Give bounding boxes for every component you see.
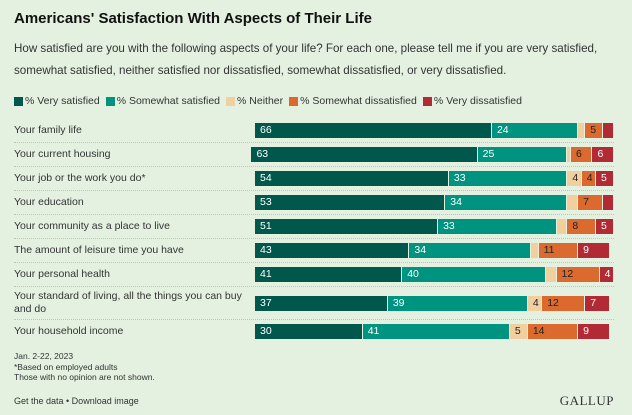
chart-title: Americans' Satisfaction With Aspects of …	[14, 10, 372, 27]
footnote-employed: *Based on employed adults	[14, 361, 118, 372]
legend-item: % Very satisfied	[14, 95, 100, 107]
bar-segment: 5	[585, 123, 604, 138]
chart-subtitle: How satisfied are you with the following…	[14, 42, 598, 77]
bar-segment: 33	[438, 219, 557, 234]
legend-label: % Very dissatisfied	[433, 95, 522, 107]
bar-segment: 4	[581, 171, 597, 186]
legend-label: % Neither	[237, 95, 284, 107]
bar-segment: 14	[527, 324, 579, 339]
stacked-bar-chart: Your family life 66 24 5 Your current housin…	[14, 119, 614, 343]
category-label: Your job or the work you do*	[14, 172, 146, 184]
stacked-bar: 37 39 4 12 7	[255, 295, 611, 311]
legend-label: % Somewhat dissatisfied	[300, 95, 417, 107]
bar-segment: 34	[445, 195, 568, 210]
bar-segment	[531, 243, 539, 258]
bar-segment: 24	[491, 123, 579, 138]
bar-segment: 43	[255, 243, 410, 258]
category-label: Your standard of living, all the things …	[14, 290, 242, 315]
bar-segment: 4	[599, 267, 614, 282]
bar-segment	[603, 195, 614, 210]
stacked-bar: 66 24 5	[255, 123, 614, 138]
category-label: Your current housing	[14, 148, 111, 160]
bar-segment: 34	[409, 243, 532, 258]
bar-segment: 4	[527, 295, 543, 311]
legend-item: % Very dissatisfied	[422, 95, 522, 107]
bar-segment: 37	[255, 295, 388, 311]
bar-row: The amount of leisure time you have 43 34 1…	[14, 239, 614, 263]
data-links[interactable]: Get the data • Download image	[14, 396, 139, 406]
legend-swatch	[14, 96, 23, 106]
legend-item: % Somewhat satisfied	[105, 95, 221, 107]
category-label: Your education	[14, 196, 84, 208]
legend-swatch	[226, 96, 236, 106]
bar-segment: 5	[596, 219, 614, 234]
stacked-bar: 63 25 6 6	[251, 147, 614, 162]
bar-segment: 12	[556, 267, 600, 282]
stacked-bar: 53 34 7	[255, 195, 614, 210]
bar-row: Your standard of living, all the things …	[14, 287, 614, 320]
legend-label: % Somewhat satisfied	[116, 95, 221, 107]
bar-segment: 8	[567, 219, 597, 234]
bar-row: Your community as a place to live 51 33 8 5	[14, 215, 614, 239]
bar-segment: 5	[509, 324, 528, 339]
legend-swatch	[105, 96, 115, 106]
legend-item: % Neither	[226, 95, 283, 107]
bar-segment	[603, 123, 614, 138]
bar-segment: 53	[255, 195, 446, 210]
bar-segment: 9	[578, 243, 611, 258]
bar-segment: 25	[477, 147, 568, 162]
bar-segment: 5	[596, 171, 614, 186]
category-label: Your personal health	[14, 268, 110, 280]
stacked-bar: 30 41 5 14 9	[255, 324, 611, 339]
bar-row: Your family life 66 24 5	[14, 119, 614, 143]
legend-item: % Somewhat dissatisfied	[289, 95, 417, 107]
bar-segment: 66	[255, 123, 492, 138]
stacked-bar: 54 33 4 4 5	[255, 171, 614, 186]
gallup-logo: GALLUP	[559, 393, 614, 408]
stacked-bar: 41 40 12 4	[255, 267, 614, 282]
stacked-bar: 51 33 8 5	[255, 219, 614, 234]
bar-segment: 11	[538, 243, 579, 258]
category-label: The amount of leisure time you have	[14, 244, 184, 256]
bar-segment: 6	[570, 147, 593, 162]
bar-segment	[556, 219, 568, 234]
bar-segment: 9	[578, 324, 611, 339]
bar-row: Your current housing 63 25 6 6	[14, 143, 614, 167]
bar-segment	[567, 195, 579, 210]
bar-segment: 12	[542, 295, 586, 311]
bar-segment: 33	[448, 171, 568, 186]
category-label: Your community as a place to live	[14, 220, 171, 232]
bar-segment: 40	[402, 267, 546, 282]
category-label: Your family life	[14, 124, 82, 136]
bar-segment	[545, 267, 557, 282]
bar-row: Your job or the work you do* 54 33 4 4 5	[14, 167, 614, 191]
bar-segment: 6	[592, 147, 614, 162]
bar-segment: 39	[387, 295, 528, 311]
bar-segment: 30	[255, 324, 363, 339]
bar-segment	[567, 147, 571, 162]
footnotes: Jan. 2-22, 2023 *Based on employed adult…	[14, 351, 155, 383]
bar-segment: 4	[567, 171, 582, 186]
category-label: Your household income	[14, 325, 124, 337]
bar-segment	[578, 123, 586, 138]
footnote-no-opinion: Those with no opinion are not shown.	[14, 372, 155, 382]
bar-segment: 51	[255, 219, 439, 234]
stacked-bar: 43 34 11 9	[255, 243, 611, 258]
bar-row: Your personal health 41 40 12 4	[14, 263, 614, 287]
legend-label: % Very satisfied	[25, 95, 100, 107]
bar-segment: 63	[251, 147, 478, 162]
bar-segment: 41	[362, 324, 510, 339]
bar-segment: 41	[255, 267, 403, 282]
bar-segment: 7	[578, 195, 604, 210]
bar-row: Your household income 30 41 5 14 9	[14, 320, 614, 343]
legend-swatch	[422, 96, 432, 106]
legend-swatch	[289, 96, 299, 106]
bar-segment: 54	[255, 171, 449, 186]
bar-row: Your education 53 34 7	[14, 191, 614, 215]
survey-date: Jan. 2-22, 2023	[14, 351, 74, 361]
bar-segment: 7	[585, 295, 611, 311]
legend: % Very satisfied % Somewhat satisfied % Ne…	[14, 95, 522, 107]
